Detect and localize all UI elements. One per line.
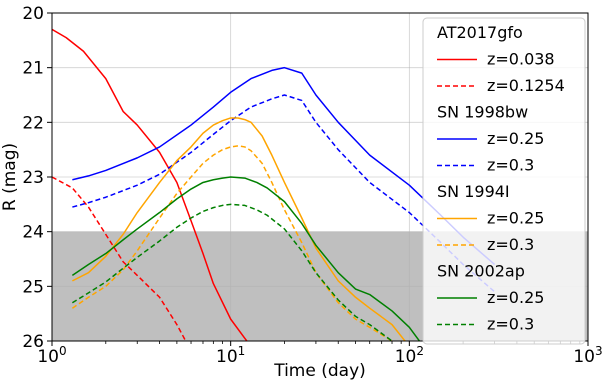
- legend: AT2017gfo z=0.038 z=0.1254 SN 1998bw z=0.25 z…: [422, 17, 586, 345]
- x-tick-label: 102: [395, 344, 424, 367]
- legend-label: z=0.3: [487, 235, 534, 254]
- series-line: [72, 117, 406, 341]
- legend-label: z=0.3: [487, 156, 534, 175]
- y-tick-label: 26: [22, 332, 44, 352]
- series-line: [71, 203, 394, 341]
- legend-label: z=0.25: [487, 129, 544, 148]
- legend-group-title: SN 2002ap: [437, 262, 525, 281]
- y-tick-label: 22: [22, 113, 44, 133]
- x-tick-label: 100: [37, 344, 66, 367]
- series-line: [72, 94, 496, 293]
- x-axis-label: Time (day): [273, 361, 366, 381]
- legend-group-title: SN 1998bw: [437, 103, 528, 122]
- legend-label: z=0.25: [487, 288, 544, 307]
- legend-label: z=0.3: [487, 315, 534, 334]
- x-tick-label: 103: [573, 344, 602, 367]
- series-line: [71, 145, 393, 341]
- ticks-layer: 100 101 102 103 20 21 22 23 24 25 26: [22, 4, 602, 367]
- x-tick-label: 101: [216, 344, 245, 367]
- y-axis-label: R (mag): [0, 143, 20, 211]
- legend-box: [422, 17, 586, 345]
- legend-label: z=0.1254: [487, 76, 565, 95]
- y-tick-label: 25: [22, 277, 44, 297]
- y-tick-label: 21: [22, 59, 44, 79]
- series-line: [72, 66, 496, 266]
- legend-label: z=0.25: [487, 209, 544, 228]
- y-tick-label: 24: [22, 223, 44, 243]
- y-tick-label: 20: [22, 4, 44, 24]
- series-line: [52, 176, 187, 341]
- legend-group-title: SN 1994I: [437, 182, 510, 201]
- y-tick-label: 23: [22, 168, 44, 188]
- series-line: [71, 176, 421, 341]
- legend-label: z=0.038: [487, 50, 555, 69]
- plot-frame: [51, 12, 589, 342]
- series-layer: [52, 28, 496, 341]
- legend-group-title: AT2017gfo: [437, 23, 523, 42]
